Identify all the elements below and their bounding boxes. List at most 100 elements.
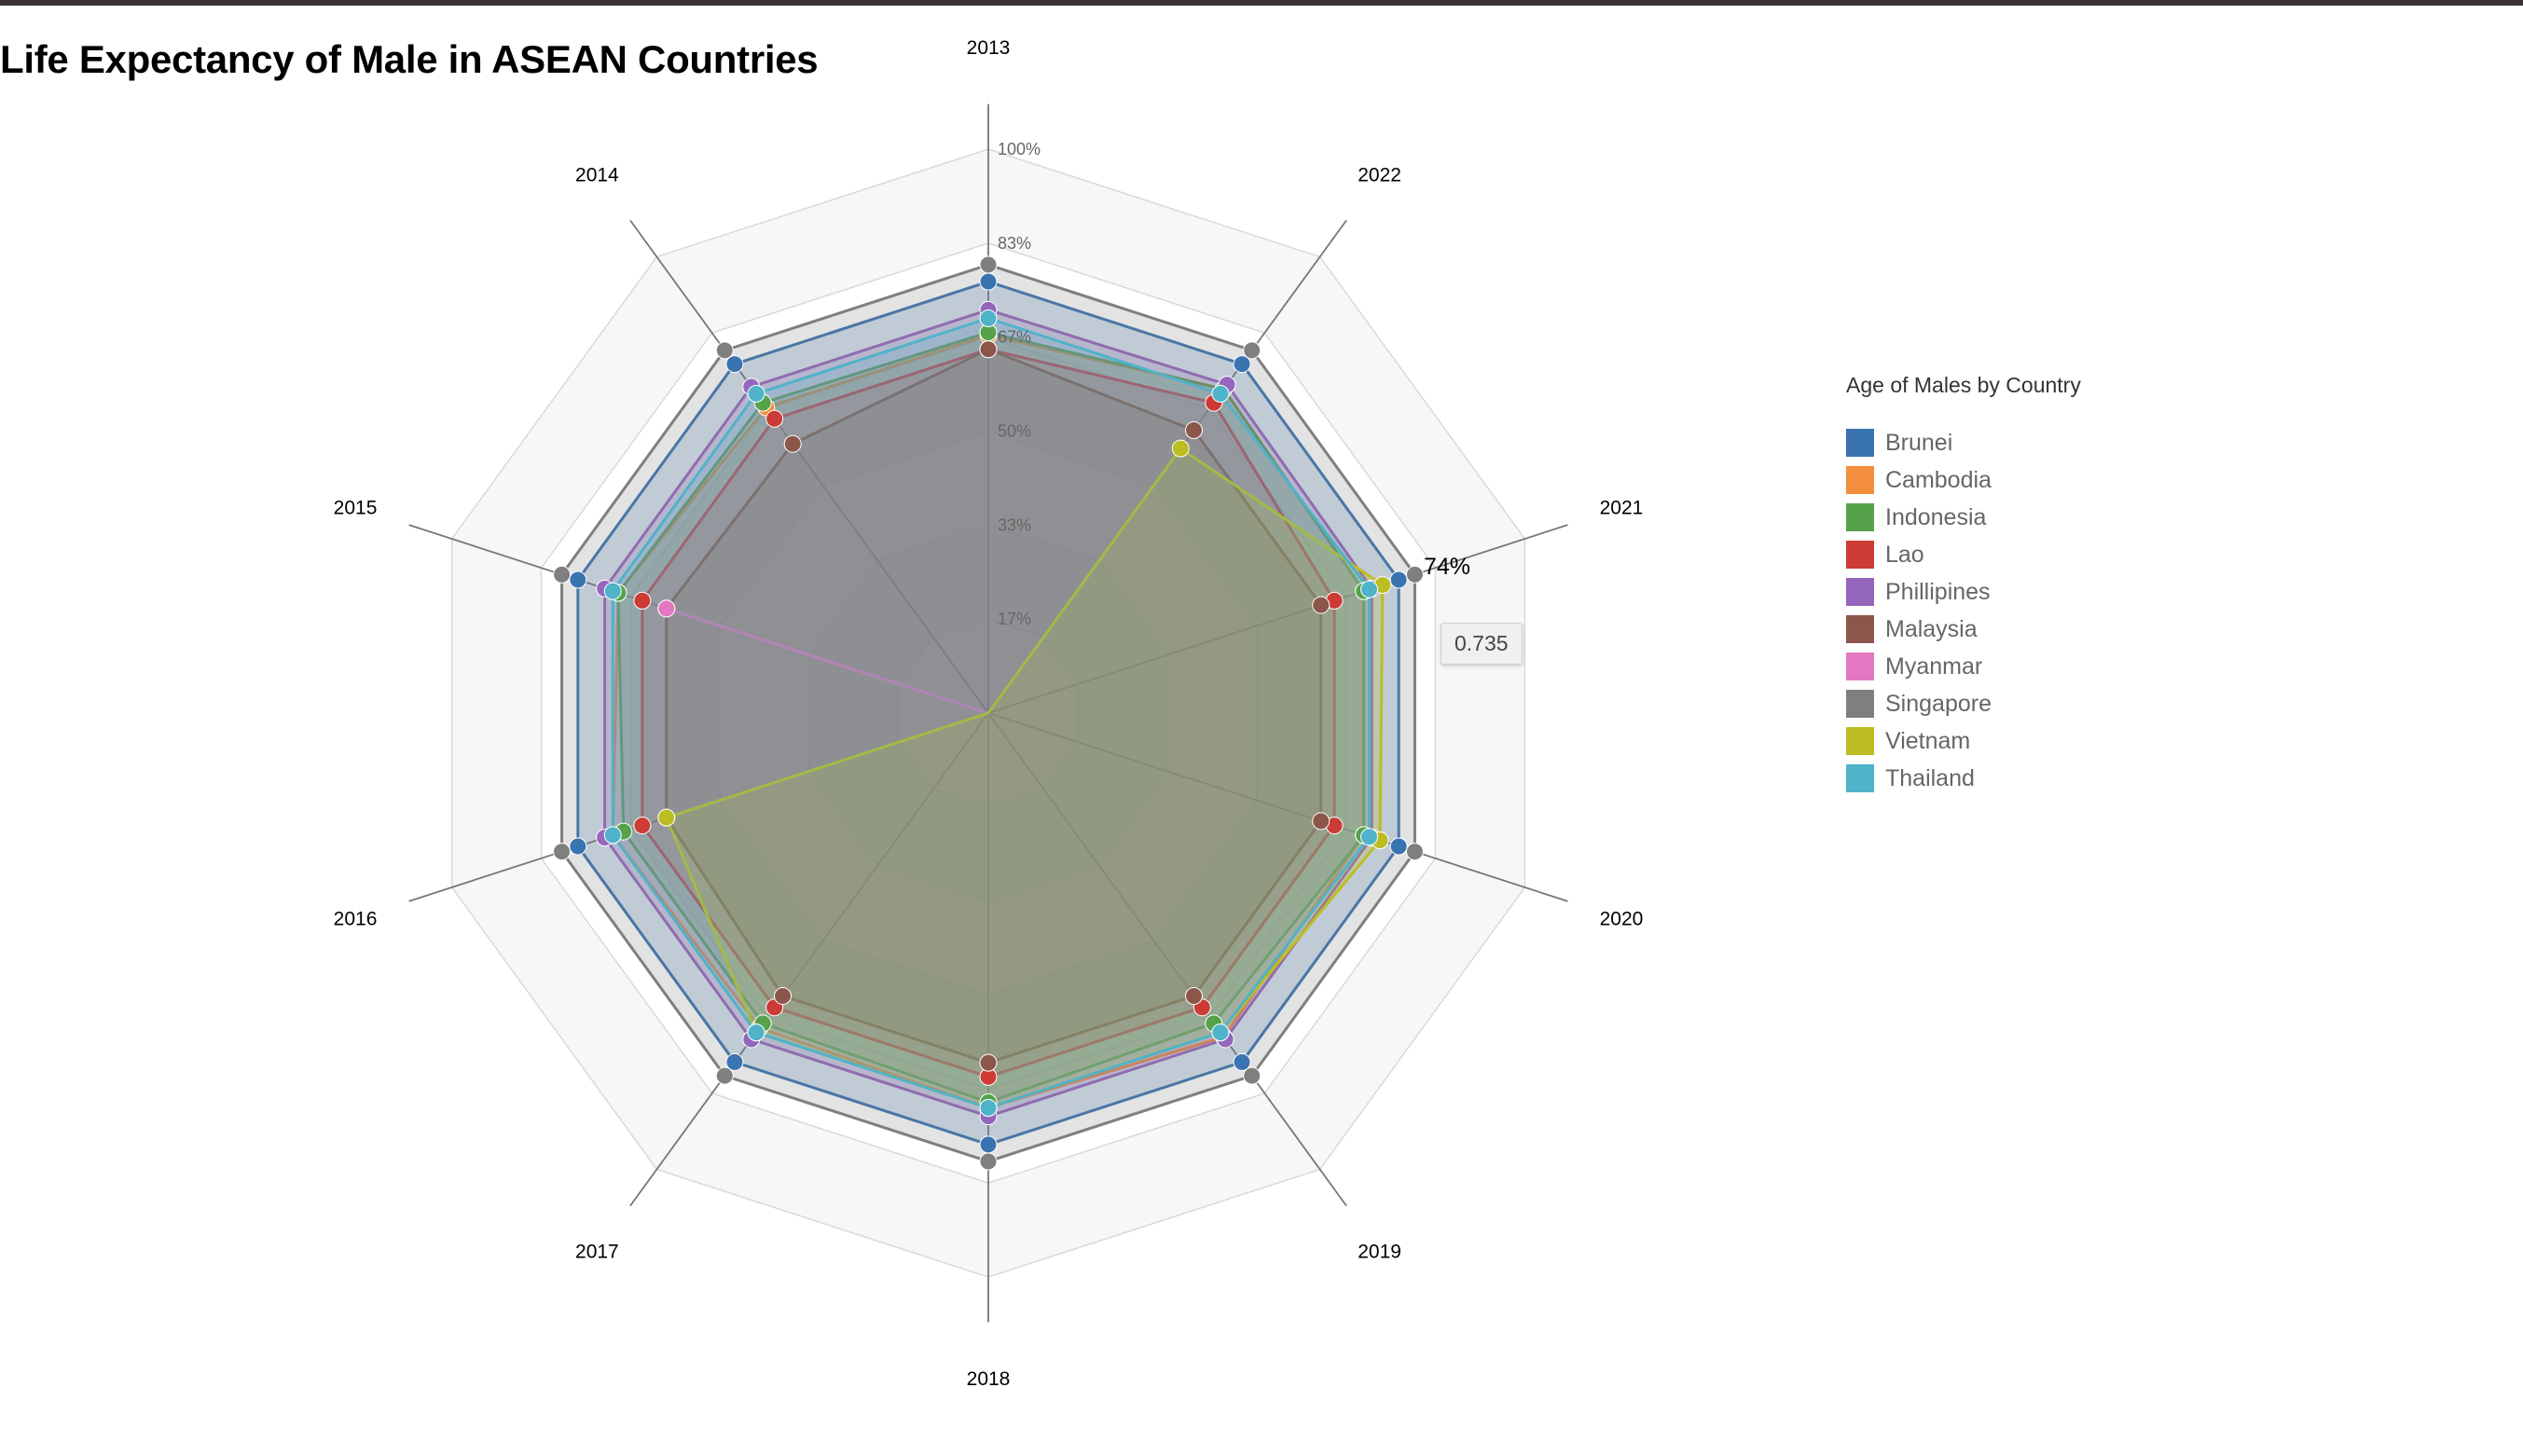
legend-item-singapore[interactable]: Singapore — [1846, 685, 2081, 722]
legend-item-myanmar[interactable]: Myanmar — [1846, 648, 2081, 685]
legend-swatch — [1846, 429, 1874, 457]
legend-item-malaysia[interactable]: Malaysia — [1846, 611, 2081, 648]
data-point-singapore[interactable] — [1405, 843, 1424, 861]
legend-label: Thailand — [1885, 764, 1975, 791]
data-point-brunei[interactable] — [569, 837, 587, 856]
tooltip: 0.735 — [1441, 623, 1523, 665]
data-point-singapore[interactable] — [1243, 341, 1262, 360]
data-point-brunei[interactable] — [725, 355, 744, 374]
data-point-thailand[interactable] — [747, 1023, 765, 1042]
hover-value-label: 74% — [1424, 554, 1471, 580]
axis-spoke — [987, 524, 1568, 714]
axis-spoke — [987, 712, 1568, 902]
data-point-thailand[interactable] — [603, 582, 622, 600]
axis-label: 2019 — [1358, 1242, 1401, 1263]
data-point-thailand[interactable] — [979, 309, 998, 327]
data-point-singapore[interactable] — [715, 1066, 734, 1085]
legend-label: Phillipines — [1885, 578, 1991, 605]
data-point-malaysia[interactable] — [1312, 812, 1330, 831]
legend-swatch — [1846, 578, 1874, 606]
legend-item-vietnam[interactable]: Vietnam — [1846, 722, 2081, 760]
radar-labels: 17% 33% 50% 67% 83% 100% 2013 2022 2021 2020 2019 2… — [334, 37, 1644, 1390]
data-point-singapore[interactable] — [979, 255, 998, 274]
legend-swatch — [1846, 541, 1874, 569]
data-point-malaysia[interactable] — [774, 986, 793, 1005]
data-point-singapore[interactable] — [1243, 1066, 1262, 1085]
data-point-brunei[interactable] — [1389, 837, 1408, 856]
axis-label: 2018 — [967, 1368, 1011, 1390]
axis-spoke — [629, 712, 989, 1207]
legend-item-thailand[interactable]: Thailand — [1846, 760, 2081, 797]
data-point-malaysia[interactable] — [1184, 986, 1203, 1005]
legend: Age of Males by Country Brunei Cambodia In… — [1846, 373, 2081, 797]
data-point-singapore[interactable] — [979, 1152, 998, 1171]
axis-label: 2013 — [967, 37, 1011, 59]
data-point-malaysia[interactable] — [979, 1053, 998, 1072]
data-point-brunei[interactable] — [979, 1135, 998, 1154]
data-point-singapore[interactable] — [553, 565, 572, 584]
legend-item-lao[interactable]: Lao — [1846, 536, 2081, 573]
data-point-brunei[interactable] — [1389, 570, 1408, 589]
data-point-thailand[interactable] — [1211, 384, 1230, 403]
data-point-thailand[interactable] — [1360, 580, 1379, 598]
radial-tick-label: 67% — [998, 328, 1031, 347]
data-point-malaysia[interactable] — [1184, 421, 1203, 440]
data-point-brunei[interactable] — [569, 570, 587, 589]
legend-swatch — [1846, 503, 1874, 531]
axis-label: 2022 — [1358, 164, 1401, 185]
data-point-brunei[interactable] — [1233, 355, 1251, 374]
axis-label: 2014 — [575, 164, 619, 185]
legend-label: Myanmar — [1885, 652, 1983, 680]
data-point-singapore[interactable] — [715, 341, 734, 360]
legend-swatch — [1846, 727, 1874, 755]
data-point-thailand[interactable] — [1360, 828, 1379, 846]
legend-label: Indonesia — [1885, 503, 1987, 530]
data-point-myanmar[interactable] — [657, 599, 676, 618]
legend-item-cambodia[interactable]: Cambodia — [1846, 461, 2081, 499]
data-point-malaysia[interactable] — [783, 434, 802, 453]
legend-label: Malaysia — [1885, 615, 1978, 642]
legend-label: Cambodia — [1885, 466, 1992, 493]
data-point-brunei[interactable] — [979, 272, 998, 291]
legend-item-phillipines[interactable]: Phillipines — [1846, 573, 2081, 611]
axis-label: 2016 — [334, 909, 378, 930]
top-bar — [0, 0, 2523, 6]
radial-tick-label: 17% — [998, 610, 1031, 628]
legend-swatch — [1846, 466, 1874, 494]
legend-label: Vietnam — [1885, 727, 1971, 754]
axis-label: 2015 — [334, 497, 378, 518]
data-point-thailand[interactable] — [603, 826, 622, 845]
data-point-vietnam[interactable] — [1171, 439, 1190, 458]
data-point-lao[interactable] — [765, 409, 784, 428]
legend-swatch — [1846, 764, 1874, 792]
data-point-brunei[interactable] — [725, 1052, 744, 1071]
radar-series — [553, 255, 1424, 1171]
axis-label: 2021 — [1600, 497, 1644, 518]
radial-tick-label: 33% — [998, 515, 1031, 534]
axis-label: 2020 — [1600, 909, 1644, 930]
legend-item-indonesia[interactable]: Indonesia — [1846, 499, 2081, 536]
data-point-thailand[interactable] — [1211, 1023, 1230, 1042]
data-point-vietnam[interactable] — [657, 808, 676, 827]
data-point-singapore[interactable] — [553, 843, 572, 861]
data-point-thailand[interactable] — [747, 384, 765, 403]
legend-swatch — [1846, 690, 1874, 718]
axis-spoke — [987, 712, 1347, 1207]
data-point-lao[interactable] — [633, 591, 652, 610]
legend-item-brunei[interactable]: Brunei — [1846, 424, 2081, 461]
data-point-malaysia[interactable] — [979, 340, 998, 359]
data-point-thailand[interactable] — [979, 1099, 998, 1117]
data-point-lao[interactable] — [633, 817, 652, 835]
radial-tick-label: 100% — [998, 140, 1041, 158]
data-point-malaysia[interactable] — [1312, 596, 1330, 614]
legend-label: Brunei — [1885, 429, 1953, 456]
legend-label: Singapore — [1885, 690, 1992, 717]
legend-label: Lao — [1885, 541, 1924, 568]
data-point-singapore[interactable] — [1405, 565, 1424, 584]
radial-tick-label: 50% — [998, 422, 1031, 441]
axis-spoke — [629, 219, 989, 714]
legend-swatch — [1846, 615, 1874, 643]
data-point-brunei[interactable] — [1233, 1052, 1251, 1071]
axis-label: 2017 — [575, 1242, 619, 1263]
